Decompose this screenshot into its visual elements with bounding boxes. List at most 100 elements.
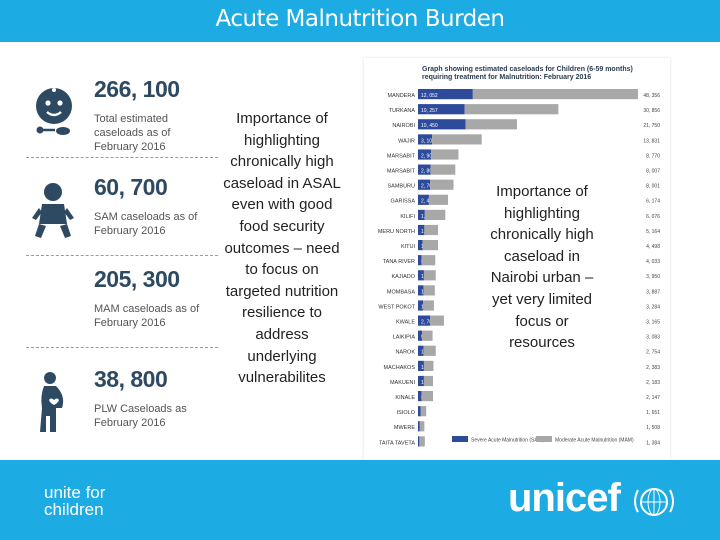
divider [26, 157, 218, 158]
total-value-label: 6, 076 [646, 214, 660, 220]
pregnant-woman-icon [40, 372, 64, 432]
child-face-icon [36, 88, 72, 135]
mam-bar [421, 255, 436, 266]
total-value-label: 2, 754 [646, 350, 660, 356]
total-value-label: 3, 887 [646, 289, 660, 295]
sam-bar [418, 149, 432, 160]
category-label: WAJIR [398, 138, 415, 144]
sam-bar [418, 285, 424, 296]
total-value-label: 3, 284 [646, 304, 660, 310]
category-label: KWALE [396, 320, 415, 326]
category-label: TURKANA [389, 108, 416, 114]
total-value-label: 4, 498 [646, 244, 660, 250]
sam-value-label: 2, 700 [421, 184, 435, 190]
unicef-emblem-icon [634, 488, 674, 516]
stat-plw-label: PLW Caseloads as February 2016 [94, 403, 187, 429]
sam-value-label: 10, 257 [421, 108, 438, 114]
mam-bar [464, 104, 559, 115]
mam-bar [419, 436, 425, 447]
header-bar [0, 0, 720, 42]
unicef-logo: unicef [508, 476, 621, 520]
stat-total-label: Total estimated caseloads as of February… [94, 113, 171, 153]
sam-bar [418, 134, 433, 145]
category-label: KINALE [395, 395, 415, 401]
total-value-label: 8, 770 [646, 153, 660, 159]
category-label: MANDERA [387, 93, 415, 99]
mam-bar [472, 89, 638, 100]
sam-bar [418, 240, 423, 251]
mam-bar [421, 391, 434, 402]
category-label: MARSABIT [387, 153, 416, 159]
sam-value-label: 2, 400 [421, 199, 435, 205]
tagline: unite for children [44, 484, 105, 518]
category-label: MOMBASA [387, 289, 415, 295]
stat-total: 266, 100 Total estimated caseloads as of… [22, 68, 218, 158]
sam-value-label: 12, 052 [421, 93, 438, 99]
sam-bar [418, 104, 465, 115]
mam-bar [424, 209, 446, 220]
total-value-label: 8, 007 [646, 169, 660, 175]
nairobi-note: Importance of highlighting chronically h… [490, 183, 594, 352]
total-value-label: 1, 508 [646, 425, 660, 431]
mam-bar [424, 224, 439, 236]
sam-value-label: 10, 450 [421, 123, 438, 129]
legend-mam-swatch [536, 436, 552, 442]
chart-title: Graph showing estimated caseloads for Ch… [422, 66, 633, 81]
stat-mam-value: 205, 300 [94, 266, 180, 292]
category-label: NAIROBI [392, 123, 415, 129]
sam-bar [418, 255, 422, 266]
mam-bar [432, 134, 482, 145]
tagline-line2: children [44, 500, 104, 519]
category-label: SAMBURU [387, 184, 415, 190]
mam-bar [423, 360, 434, 371]
stat-mam: 205, 300 MAM caseloads as of February 20… [22, 258, 218, 348]
category-label: KILIFI [400, 214, 415, 220]
sam-bar [418, 391, 422, 402]
total-value-label: 8, 001 [646, 184, 660, 190]
category-label: KAJIADO [391, 274, 415, 280]
mam-bar [430, 164, 456, 175]
stats-panel: 266, 100 Total estimated caseloads as of… [22, 68, 218, 448]
total-value-label: 2, 147 [646, 395, 660, 401]
category-label: TAITA TAVETA [379, 440, 415, 446]
total-value-label: 3, 083 [646, 335, 660, 341]
sam-value-label: 2, 900 [421, 153, 435, 159]
category-label: MACHAKOS [384, 365, 416, 371]
mam-bar [423, 375, 434, 387]
category-label: MERU NORTH [378, 229, 415, 235]
asal-note: Importance of highlighting chronically h… [223, 110, 341, 387]
category-label: LAIKIPIA [393, 335, 416, 341]
stat-sam-label: SAM caseloads as of February 2016 [94, 211, 198, 237]
sam-bar [418, 119, 466, 130]
stat-mam-label: MAM caseloads as of February 2016 [94, 303, 200, 329]
total-value-label: 30, 856 [643, 108, 660, 114]
total-value-label: 5, 164 [646, 229, 660, 235]
total-value-label: 3, 165 [646, 320, 660, 326]
category-label: NAROK [395, 350, 415, 356]
sam-bar [418, 330, 423, 341]
mam-bar [428, 194, 449, 205]
total-value-label: 48, 356 [643, 93, 660, 99]
mam-bar [423, 345, 436, 356]
sam-value-label: 2, 700 [421, 320, 435, 326]
sam-value-label: 3, 100 [421, 138, 435, 144]
sam-value-label: 2, 800 [421, 169, 435, 175]
stat-plw: 38, 800 PLW Caseloads as February 2016 [22, 358, 217, 448]
divider [26, 255, 218, 256]
total-value-label: 2, 183 [646, 380, 660, 386]
total-value-label: 6, 174 [646, 199, 660, 205]
category-label: TANA RIVER [383, 259, 415, 265]
chart-canvas: MANDERA 12, 052 48, 356 TURKANA 10, 257 30, 8… [378, 89, 660, 447]
legend-sam-label: Severe Acute Malnutrition (SAM) [471, 438, 544, 444]
category-label: ISIOLO [397, 410, 416, 416]
mam-bar [422, 330, 433, 341]
stat-plw-value: 38, 800 [94, 366, 168, 392]
total-value-label: 13, 831 [643, 138, 660, 144]
total-value-label: 4, 033 [646, 259, 660, 265]
sam-bar [418, 406, 421, 417]
sam-bar [418, 345, 424, 356]
category-label: GARISSA [391, 199, 416, 205]
stat-sam: 60, 700 SAM caseloads as of February 201… [22, 166, 218, 256]
mam-bar [430, 179, 454, 190]
mam-bar [423, 300, 434, 311]
